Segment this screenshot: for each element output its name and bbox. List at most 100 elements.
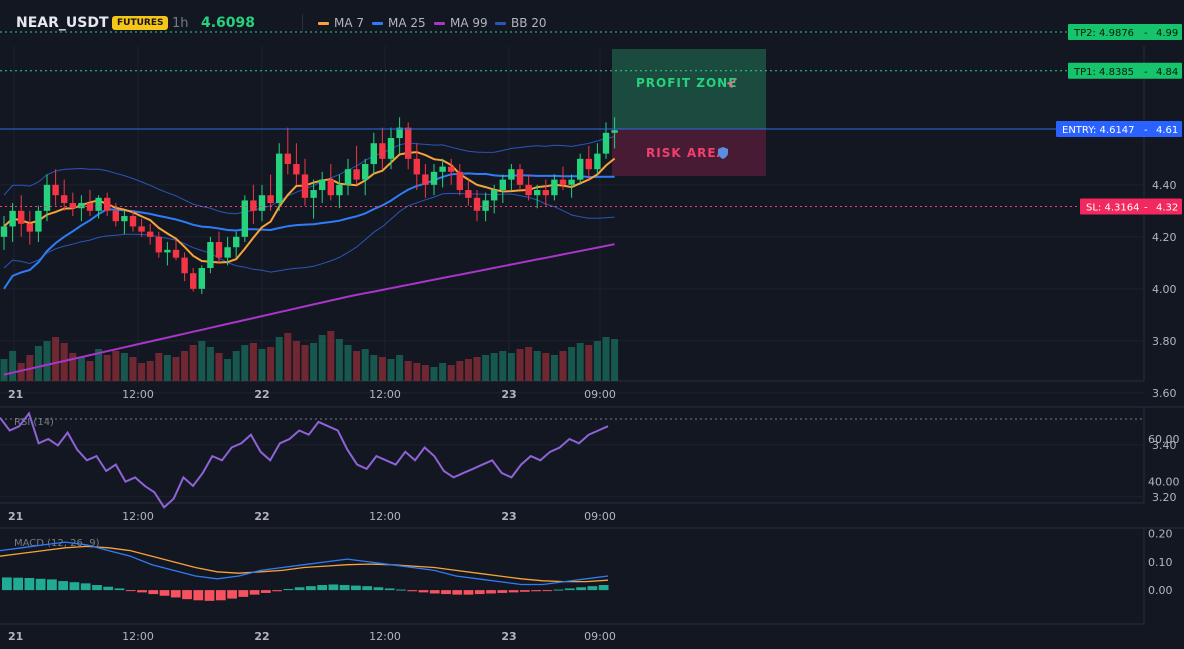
- macd-histogram-bar: [69, 582, 80, 591]
- tp1-level-tag: [1068, 62, 1182, 79]
- legend-bb20-label: BB 20: [511, 16, 547, 30]
- macd-histogram-bar: [587, 586, 598, 591]
- legend-ma99-label: MA 99: [450, 16, 488, 30]
- candle-body: [224, 247, 231, 258]
- volume-bar: [181, 351, 189, 381]
- macd-histogram-bar: [306, 586, 316, 591]
- macd-histogram-bar: [553, 589, 564, 591]
- candle-body: [577, 158, 584, 180]
- volume-bar: [456, 361, 464, 381]
- time-tick-label: 12:00: [122, 388, 154, 401]
- volume-bar: [542, 353, 550, 381]
- volume-bar: [52, 337, 60, 381]
- candle-body: [95, 197, 102, 211]
- legend-ma7-label: MA 7: [334, 16, 365, 30]
- sl-level-label: SL: 4.3164: [1086, 203, 1139, 214]
- candle-body: [250, 200, 257, 211]
- candle-body: [602, 132, 610, 154]
- volume-bar: [146, 361, 154, 381]
- sl-level-sep: -: [1144, 203, 1148, 214]
- volume-bar: [550, 355, 558, 381]
- macd-histogram-bar: [238, 590, 249, 597]
- candle-body: [301, 174, 309, 198]
- candle-body: [267, 195, 274, 204]
- bollinger-bands: [3, 136, 615, 273]
- volume-bar: [327, 331, 335, 381]
- candle-body: [396, 127, 403, 139]
- macd-tick-label: 0.00: [1148, 584, 1173, 597]
- legend-ma25[interactable]: MA 25: [372, 16, 426, 30]
- volume-bar: [163, 355, 171, 381]
- time-tick-label: 22: [254, 388, 269, 401]
- macd-histogram-bar: [2, 577, 12, 591]
- time-tick-label: 22: [254, 510, 269, 523]
- profit-zone: [612, 49, 766, 129]
- candle-body: [319, 179, 326, 191]
- macd-histogram-bar: [351, 585, 361, 591]
- volume-bar: [568, 347, 576, 381]
- rsi-panel: RSI (14) 60.00 40.00: [0, 411, 1180, 509]
- ma7-swatch: [318, 21, 329, 25]
- tp2-level-sep: -: [1144, 28, 1148, 39]
- macd-panel: MACD (12, 26, 9)0.200.100.00: [0, 528, 1173, 601]
- candle-body: [0, 226, 8, 237]
- macd-histogram-bar: [272, 590, 282, 592]
- macd-histogram-bar: [564, 588, 575, 591]
- legend-ma99[interactable]: MA 99: [434, 16, 488, 30]
- profit-zone-label: PROFIT ZONE: [636, 76, 737, 90]
- macd-histogram-bar: [47, 579, 57, 591]
- candle-body: [585, 158, 592, 170]
- candle-body: [104, 197, 111, 211]
- volume-bar: [9, 351, 17, 381]
- sl-level-tag: [1080, 198, 1182, 215]
- volume-bar: [77, 357, 85, 381]
- time-tick-label: 12:00: [369, 510, 401, 523]
- legend-ma7[interactable]: MA 7: [318, 16, 364, 30]
- candle-body: [559, 179, 567, 185]
- timeframe-label[interactable]: 1h: [172, 16, 189, 31]
- legend-bb20[interactable]: BB 20: [495, 16, 547, 30]
- candle-body: [499, 179, 506, 191]
- candle-body: [215, 242, 223, 258]
- volume-bar: [249, 343, 257, 381]
- legend-ma25-label: MA 25: [388, 16, 426, 30]
- volume-bar: [421, 365, 429, 381]
- volume-bar: [275, 337, 283, 381]
- macd-signal-line: [0, 545, 609, 583]
- candle-body: [241, 200, 248, 237]
- time-tick-label: 21: [8, 388, 23, 401]
- price-tick-label: 3.40: [1152, 439, 1177, 452]
- macd-histogram-bar: [598, 585, 609, 591]
- time-tick-label: 09:00: [584, 630, 616, 643]
- candle-body: [293, 164, 300, 175]
- candle-body: [344, 169, 352, 185]
- macd-histogram-bar: [362, 586, 373, 591]
- volume-bar: [292, 341, 300, 381]
- time-tick-label: 12:00: [369, 388, 401, 401]
- price-tick-label: 3.60: [1152, 387, 1177, 400]
- volume-bar: [370, 355, 378, 381]
- candle-body: [551, 179, 558, 196]
- volume-bar: [0, 359, 8, 381]
- candle-body: [9, 210, 16, 227]
- tp2-level-tag: [1068, 24, 1182, 41]
- candle-body: [491, 190, 498, 201]
- candle-body: [422, 174, 429, 185]
- risk-area-label: RISK AREA: [646, 146, 727, 160]
- candle-body: [69, 203, 76, 209]
- macd-histogram-bar: [486, 590, 496, 594]
- symbol-name[interactable]: NEAR_USDT: [16, 15, 109, 31]
- macd-histogram-bar: [159, 590, 170, 596]
- rocket-icon: [727, 78, 737, 88]
- volume-bars: [0, 331, 619, 381]
- bb-upper-line: [3, 136, 615, 215]
- ma25-swatch: [372, 21, 383, 25]
- volume-bar: [473, 357, 481, 381]
- volume-bar: [533, 351, 541, 381]
- volume-bar: [69, 353, 77, 381]
- candle-body: [611, 130, 618, 133]
- volume-bar: [387, 359, 395, 381]
- volume-bar: [593, 341, 601, 381]
- volume-bar: [576, 343, 584, 381]
